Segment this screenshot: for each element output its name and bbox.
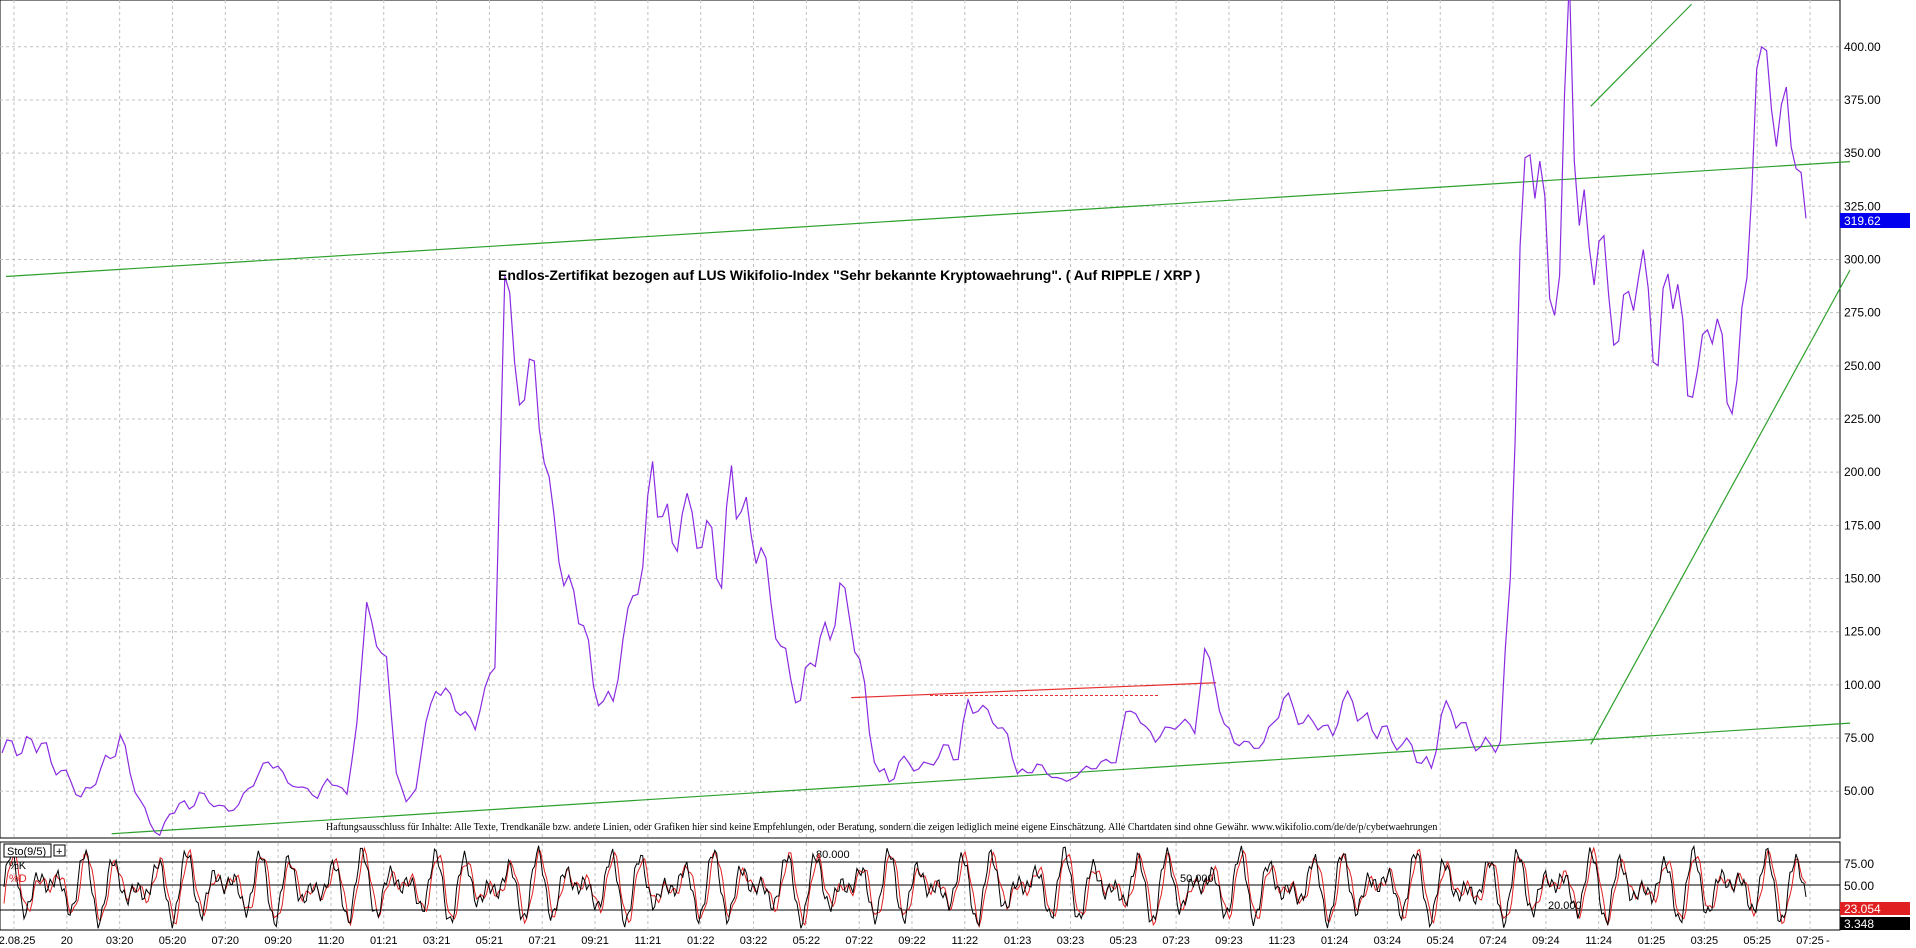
x-tick-label: 05:24	[1426, 935, 1454, 947]
x-tick-label: 07:23	[1162, 935, 1190, 947]
y-tick-label: 225.00	[1844, 412, 1881, 426]
k-label: %K	[9, 860, 27, 872]
osc-last-d-value: 3.348	[1844, 917, 1874, 931]
oscillator-label: Sto(9/5)	[7, 846, 46, 858]
y-tick-label: 125.00	[1844, 625, 1881, 639]
oscillator-legend: Sto(9/5) + %K %D	[3, 843, 66, 885]
y-tick-label: 150.00	[1844, 572, 1881, 586]
x-tick-label: 07:20	[212, 935, 240, 947]
y-tick-label: 375.00	[1844, 93, 1881, 107]
plus-icon[interactable]: +	[56, 846, 62, 858]
y-tick-label: 250.00	[1844, 359, 1881, 373]
x-tick-label: 05:23	[1110, 935, 1138, 947]
osc-tick-50: 50.00	[1844, 879, 1874, 893]
osc-k-line	[3, 844, 1807, 929]
expand-button[interactable]	[53, 844, 66, 857]
osc-last-k-value: 23.054	[1844, 902, 1881, 916]
osc-last-k-tag: 23.054	[1840, 902, 1910, 916]
trendline	[111, 722, 1851, 835]
osc-d-line	[3, 846, 1807, 929]
y-tick-label: 50.00	[1844, 784, 1874, 798]
x-tick-label: 07:24	[1479, 935, 1507, 947]
disclaimer-text: Haftungsausschluss für Inhalte: Alle Tex…	[326, 822, 1437, 833]
x-tick-label: 05:20	[159, 935, 187, 947]
x-tick-label: 11:20	[318, 935, 345, 947]
y-tick-label: 300.00	[1844, 252, 1881, 266]
oscillator-grid	[13, 843, 1811, 930]
x-tick-label: 01:21	[370, 935, 398, 947]
x-tick-label: 03:25	[1691, 935, 1719, 947]
osc-level-20-label: 20.000	[1548, 900, 1582, 912]
price-series-line	[1, 0, 1807, 837]
x-tick-label: 01:23	[1004, 935, 1032, 947]
trendline	[1590, 269, 1851, 745]
trendline	[851, 682, 1217, 699]
x-tick-label: 05:22	[793, 935, 821, 947]
y-tick-label: 200.00	[1844, 465, 1881, 479]
x-tick-label: 11:21	[635, 935, 662, 947]
x-tick-label: 01:25	[1638, 935, 1666, 947]
x-tick-label: 03:21	[423, 935, 451, 947]
chart-title: Endlos-Zertifikat bezogen auf LUS Wikifo…	[498, 267, 1200, 283]
x-tick-label: 01:22	[687, 935, 715, 947]
x-tick-label: 09:23	[1215, 935, 1243, 947]
y-tick-label: 175.00	[1844, 518, 1881, 532]
osc-tick-75: 75.00	[1844, 857, 1874, 871]
last-price-value: 319.62	[1844, 214, 1881, 228]
osc-last-d-tag: 3.348	[1840, 917, 1910, 931]
x-tick-label: 22.08.25	[0, 935, 35, 947]
y-tick-label: 275.00	[1844, 306, 1881, 320]
x-tick-label: 11:23	[1268, 935, 1295, 947]
x-tick-label: 07:21	[528, 935, 556, 947]
d-label: %D	[9, 873, 27, 885]
x-tick-label: 07:22	[845, 935, 873, 947]
x-tick-label: 09:21	[581, 935, 609, 947]
x-tick-label: 09:20	[264, 935, 292, 947]
x-tick-label: 05:21	[476, 935, 504, 947]
y-axis: 400.00 375.00 350.00 325.00 300.00 275.00 250.…	[1844, 40, 1881, 798]
x-tick-label: 05:25	[1743, 935, 1771, 947]
x-tick-label: 01:24	[1321, 935, 1349, 947]
grid	[0, 0, 1840, 838]
x-tick-label: 03:23	[1057, 935, 1085, 947]
y-tick-label: 400.00	[1844, 40, 1881, 54]
oscillator-label-box	[3, 843, 52, 858]
x-axis: 22.08.25 20 03:20 05:20 07:20 09:20 11:20 01:21…	[0, 935, 1824, 947]
x-tick-label: 20	[61, 935, 73, 947]
scroll-arrow-icon[interactable]: -	[1826, 935, 1830, 947]
x-tick-label: 03:20	[106, 935, 134, 947]
x-tick-label: 03:22	[740, 935, 768, 947]
osc-level-80-label: 80.000	[816, 849, 850, 861]
y-tick-label: 75.00	[1844, 731, 1874, 745]
x-tick-label: 09:22	[898, 935, 926, 947]
y-tick-label: 100.00	[1844, 678, 1881, 692]
y-tick-label: 350.00	[1844, 146, 1881, 160]
x-tick-label: 11:24	[1585, 935, 1612, 947]
last-price-tag: 319.62	[1840, 213, 1910, 228]
x-tick-label: 09:24	[1532, 935, 1560, 947]
x-tick-label: 07:25	[1796, 935, 1824, 947]
trendline	[1590, 3, 1692, 107]
x-tick-label: 03:24	[1374, 935, 1402, 947]
x-tick-label: 11:22	[951, 935, 978, 947]
y-tick-label: 325.00	[1844, 199, 1881, 213]
